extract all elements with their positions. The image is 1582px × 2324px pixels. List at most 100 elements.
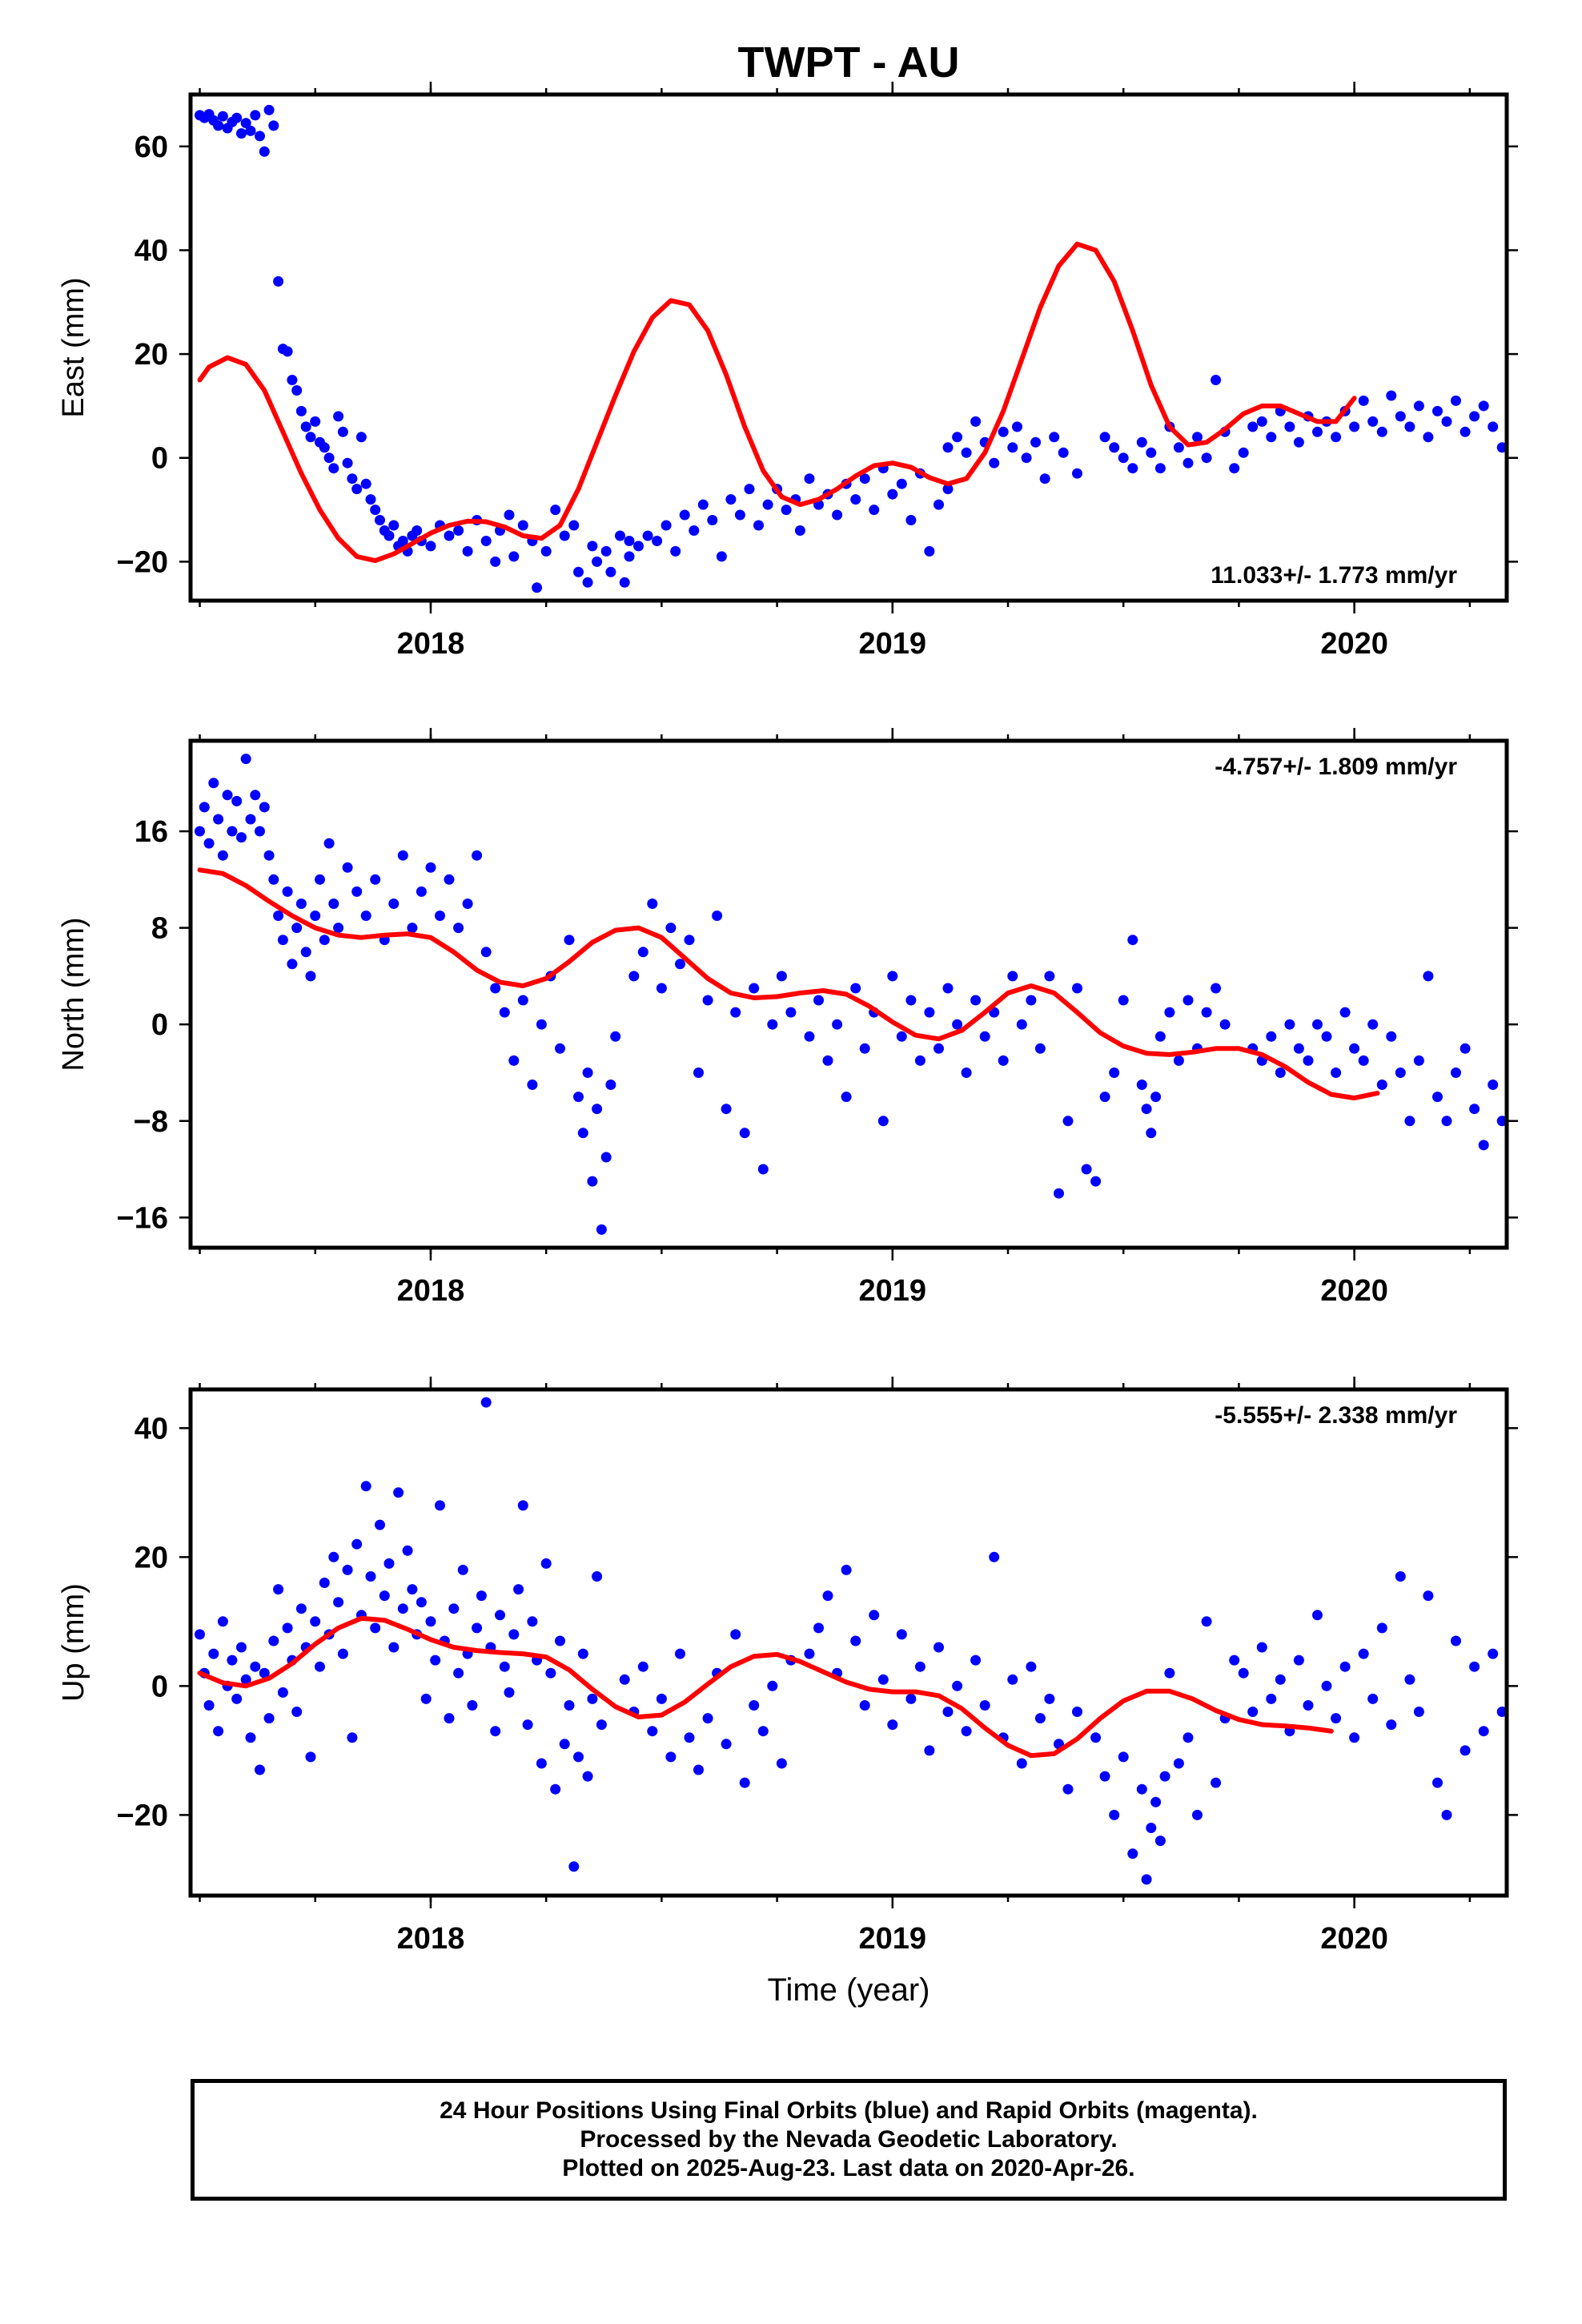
- east-data-point: [633, 541, 644, 552]
- north-data-point: [1099, 1092, 1110, 1103]
- east-data-point: [804, 473, 815, 485]
- east-data-point: [236, 128, 247, 139]
- up-data-point: [388, 1642, 400, 1653]
- east-data-point: [310, 416, 321, 427]
- east-data-point: [397, 536, 408, 546]
- up-data-point: [508, 1629, 520, 1640]
- east-data-point: [1039, 473, 1050, 485]
- east-data-point: [342, 457, 353, 468]
- north-data-point: [730, 1007, 741, 1018]
- up-data-point: [435, 1500, 445, 1511]
- north-data-point: [351, 886, 363, 897]
- east-data-point: [725, 494, 737, 505]
- up-data-point: [1118, 1751, 1129, 1763]
- east-data-point: [333, 411, 344, 422]
- north-data-point: [1404, 1116, 1415, 1127]
- up-data-point: [342, 1564, 353, 1575]
- up-y-tick-label: 20: [135, 1541, 168, 1574]
- east-data-point: [624, 536, 635, 546]
- up-data-point: [255, 1764, 265, 1775]
- north-data-point: [508, 1055, 520, 1066]
- north-data-point: [628, 971, 640, 982]
- north-data-point: [245, 814, 256, 825]
- east-data-point: [1488, 421, 1499, 432]
- up-data-point: [1238, 1667, 1249, 1679]
- north-data-point: [370, 874, 381, 885]
- up-data-point: [1229, 1655, 1240, 1666]
- east-data-point: [559, 530, 570, 541]
- north-data-point: [1423, 971, 1434, 982]
- north-data-point: [998, 1055, 1009, 1066]
- east-data-point: [568, 520, 580, 531]
- north-data-point: [213, 814, 224, 825]
- north-data-point: [1081, 1164, 1092, 1175]
- east-fit-curve: [197, 241, 1357, 564]
- up-data-point: [757, 1726, 769, 1737]
- up-data-point: [1136, 1783, 1147, 1795]
- north-data-point: [490, 983, 501, 994]
- north-data-point: [300, 947, 311, 958]
- up-data-point: [527, 1616, 538, 1627]
- up-data-point: [555, 1635, 565, 1647]
- east-data-point: [859, 473, 870, 485]
- up-data-point: [1109, 1809, 1120, 1820]
- up-data-point: [887, 1719, 898, 1731]
- up-data-point: [1034, 1713, 1046, 1724]
- north-data-point: [822, 1055, 833, 1066]
- east-data-point: [1201, 452, 1212, 464]
- east-data-point: [360, 478, 371, 489]
- up-data-point: [231, 1693, 243, 1704]
- x-axis-label: Time (year): [768, 1972, 930, 2008]
- north-data-point: [416, 886, 427, 897]
- east-data-point: [952, 432, 963, 443]
- north-data-point: [721, 1104, 732, 1115]
- up-data-point: [596, 1719, 607, 1731]
- north-data-point: [1026, 995, 1037, 1006]
- east-data-point: [1441, 416, 1452, 427]
- north-data-point: [263, 850, 275, 861]
- east-data-point: [1413, 400, 1424, 412]
- north-data-point: [227, 826, 238, 837]
- east-data-point: [896, 478, 907, 489]
- north-data-point: [970, 995, 982, 1006]
- north-data-point: [1451, 1068, 1461, 1078]
- north-data-point: [268, 874, 279, 885]
- north-data-point: [203, 838, 215, 849]
- north-data-point: [291, 923, 303, 934]
- east-data-point: [1154, 463, 1166, 474]
- north-data-point: [587, 1176, 598, 1187]
- east-data-point: [375, 515, 385, 525]
- up-data-point: [850, 1635, 861, 1647]
- east-data-point: [268, 120, 279, 131]
- north-data-point: [231, 795, 243, 806]
- north-data-point: [961, 1068, 972, 1078]
- north-data-point: [1488, 1080, 1499, 1090]
- up-data-point: [517, 1500, 528, 1511]
- north-data-point: [757, 1164, 769, 1175]
- up-data-point: [1016, 1758, 1027, 1769]
- up-data-point: [328, 1551, 339, 1562]
- north-data-point: [749, 983, 760, 994]
- north-data-point: [195, 826, 205, 837]
- east-data-point: [1012, 421, 1022, 432]
- east-data-point: [1192, 432, 1203, 443]
- east-data-point: [462, 545, 473, 557]
- up-data-point: [227, 1655, 238, 1666]
- up-data-point: [245, 1732, 256, 1743]
- up-data-point: [375, 1519, 385, 1530]
- east-data-point: [716, 551, 727, 562]
- east-data-point: [412, 525, 423, 536]
- up-data-point: [749, 1700, 760, 1711]
- up-data-point: [730, 1629, 741, 1640]
- north-rate-label: -4.757+/- 1.809 mm/yr: [1215, 754, 1457, 780]
- east-data-point: [1349, 421, 1360, 432]
- east-data-point: [689, 525, 700, 536]
- east-data-point: [832, 509, 843, 521]
- north-data-point: [600, 1152, 612, 1163]
- north-y-tick-label: 0: [151, 1008, 168, 1042]
- up-fit-curve: [197, 1615, 1334, 1759]
- north-data-point: [1321, 1031, 1332, 1042]
- north-data-point: [236, 832, 247, 843]
- east-data-point: [642, 530, 653, 541]
- east-data-point: [970, 416, 982, 427]
